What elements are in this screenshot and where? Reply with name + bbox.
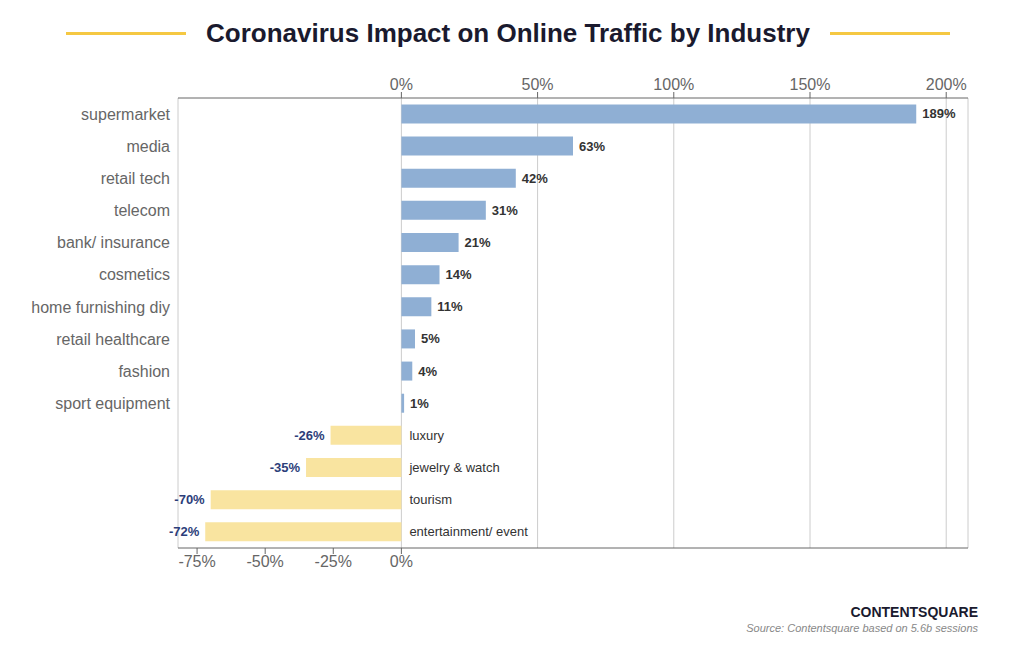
svg-text:100%: 100% bbox=[653, 76, 694, 93]
svg-text:-70%: -70% bbox=[174, 492, 205, 507]
svg-text:home furnishing diy: home furnishing diy bbox=[31, 299, 170, 316]
svg-text:entertainment/ event: entertainment/ event bbox=[409, 524, 528, 539]
svg-text:sport equipment: sport equipment bbox=[55, 395, 170, 412]
svg-text:4%: 4% bbox=[418, 364, 437, 379]
html-text:CONTENTSQUARE: CONTENTSQUARE bbox=[850, 604, 978, 620]
svg-text:1%: 1% bbox=[410, 396, 429, 411]
svg-text:bank/ insurance: bank/ insurance bbox=[57, 234, 170, 251]
svg-text:supermarket: supermarket bbox=[81, 106, 170, 123]
svg-text:31%: 31% bbox=[492, 203, 518, 218]
svg-text:-26%: -26% bbox=[294, 428, 325, 443]
svg-text:-50%: -50% bbox=[246, 553, 283, 570]
svg-text:11%: 11% bbox=[437, 299, 463, 314]
svg-text:5%: 5% bbox=[421, 331, 440, 346]
svg-text:0%: 0% bbox=[390, 553, 413, 570]
svg-text:-75%: -75% bbox=[178, 553, 215, 570]
svg-text:50%: 50% bbox=[522, 76, 554, 93]
svg-text:jewelry & watch: jewelry & watch bbox=[408, 460, 499, 475]
svg-text:200%: 200% bbox=[926, 76, 967, 93]
svg-text:luxury: luxury bbox=[409, 428, 444, 443]
svg-text:-25%: -25% bbox=[315, 553, 352, 570]
svg-text:189%: 189% bbox=[922, 106, 956, 121]
svg-text:cosmetics: cosmetics bbox=[99, 266, 170, 283]
html-text:Source: Contentsquare based on: Source: Contentsquare based on 5.6b sess… bbox=[746, 622, 978, 634]
svg-text:media: media bbox=[126, 138, 170, 155]
svg-text:63%: 63% bbox=[579, 139, 605, 154]
svg-text:0%: 0% bbox=[390, 76, 413, 93]
svg-text:telecom: telecom bbox=[114, 202, 170, 219]
svg-text:fashion: fashion bbox=[118, 363, 170, 380]
html-text:Coronavirus Impact on Online T: Coronavirus Impact on Online Traffic by … bbox=[206, 17, 810, 48]
svg-text:42%: 42% bbox=[522, 171, 548, 186]
svg-text:14%: 14% bbox=[446, 267, 472, 282]
svg-text:-35%: -35% bbox=[270, 460, 301, 475]
svg-text:21%: 21% bbox=[465, 235, 491, 250]
svg-text:tourism: tourism bbox=[409, 492, 452, 507]
svg-text:150%: 150% bbox=[790, 76, 831, 93]
svg-text:-72%: -72% bbox=[169, 524, 200, 539]
svg-text:retail healthcare: retail healthcare bbox=[56, 331, 170, 348]
svg-text:retail tech: retail tech bbox=[101, 170, 170, 187]
